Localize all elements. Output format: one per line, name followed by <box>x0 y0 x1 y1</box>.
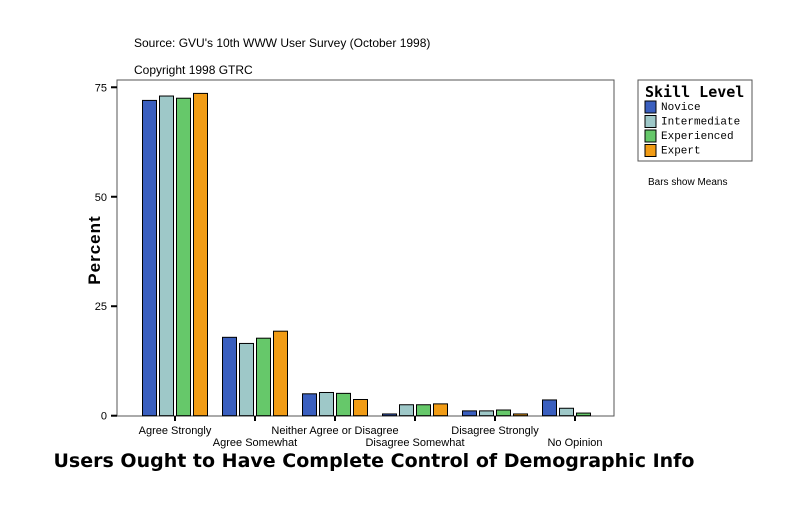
chart-subtitle-source: Source: GVU's 10th WWW User Survey (Octo… <box>134 36 430 50</box>
bar-intermediate-4 <box>479 410 494 417</box>
y-tick-label: 0 <box>101 411 107 423</box>
bars-group <box>142 92 591 417</box>
bar-experienced-1 <box>256 337 271 417</box>
y-axis-label: Percent <box>85 215 104 284</box>
bar-intermediate-0 <box>159 95 174 417</box>
bar-expert-0 <box>193 92 208 417</box>
legend-label: Intermediate <box>661 117 740 129</box>
x-tick-label: Agree Strongly <box>139 425 212 437</box>
bar-experienced-5 <box>576 412 591 417</box>
x-tick-label: Disagree Strongly <box>451 425 539 437</box>
bar-expert-4 <box>513 413 528 417</box>
legend-title: Skill Level <box>645 83 744 101</box>
x-tick-label: No Opinion <box>547 437 602 449</box>
bar-experienced-0 <box>176 97 191 417</box>
legend-label: Experienced <box>661 131 734 143</box>
x-tick-label: Neither Agree or Disagree <box>271 425 398 437</box>
chart-title: Users Ought to Have Complete Control of … <box>54 450 695 472</box>
bar-novice-1 <box>222 336 237 417</box>
x-tick-label: Agree Somewhat <box>213 437 297 449</box>
y-tick-label: 75 <box>95 82 107 94</box>
legend-swatch-experienced <box>644 129 657 143</box>
bar-expert-3 <box>433 403 448 417</box>
y-tick-label: 25 <box>95 301 107 313</box>
bar-intermediate-2 <box>319 391 334 417</box>
x-tick-label: Disagree Somewhat <box>365 437 464 449</box>
bar-experienced-2 <box>336 392 351 417</box>
bar-intermediate-5 <box>559 407 574 417</box>
legend-swatch-intermediate <box>644 115 657 128</box>
legend-label: Expert <box>661 146 701 158</box>
bar-experienced-3 <box>416 404 431 417</box>
bar-novice-5 <box>542 399 557 417</box>
bar-novice-4 <box>462 410 477 417</box>
bar-intermediate-1 <box>239 342 254 417</box>
bar-expert-2 <box>353 398 368 417</box>
chart-subtitle-copyright: Copyright 1998 GTRC <box>134 63 253 77</box>
y-tick-label: 50 <box>95 192 107 204</box>
bar-intermediate-3 <box>399 404 414 417</box>
legend-swatch-expert <box>644 144 657 157</box>
legend-swatch-novice <box>644 100 657 114</box>
bar-experienced-4 <box>496 409 511 417</box>
plot-area <box>116 79 615 417</box>
bar-expert-1 <box>273 330 288 417</box>
legend: Skill Level Novice Intermediate Experience… <box>637 79 753 162</box>
chart-note: Bars show Means <box>648 177 727 188</box>
legend-label: Novice <box>661 102 701 114</box>
bar-novice-0 <box>142 99 157 417</box>
bar-novice-3 <box>382 413 397 417</box>
legend-box <box>637 79 753 162</box>
bar-novice-2 <box>302 393 317 417</box>
